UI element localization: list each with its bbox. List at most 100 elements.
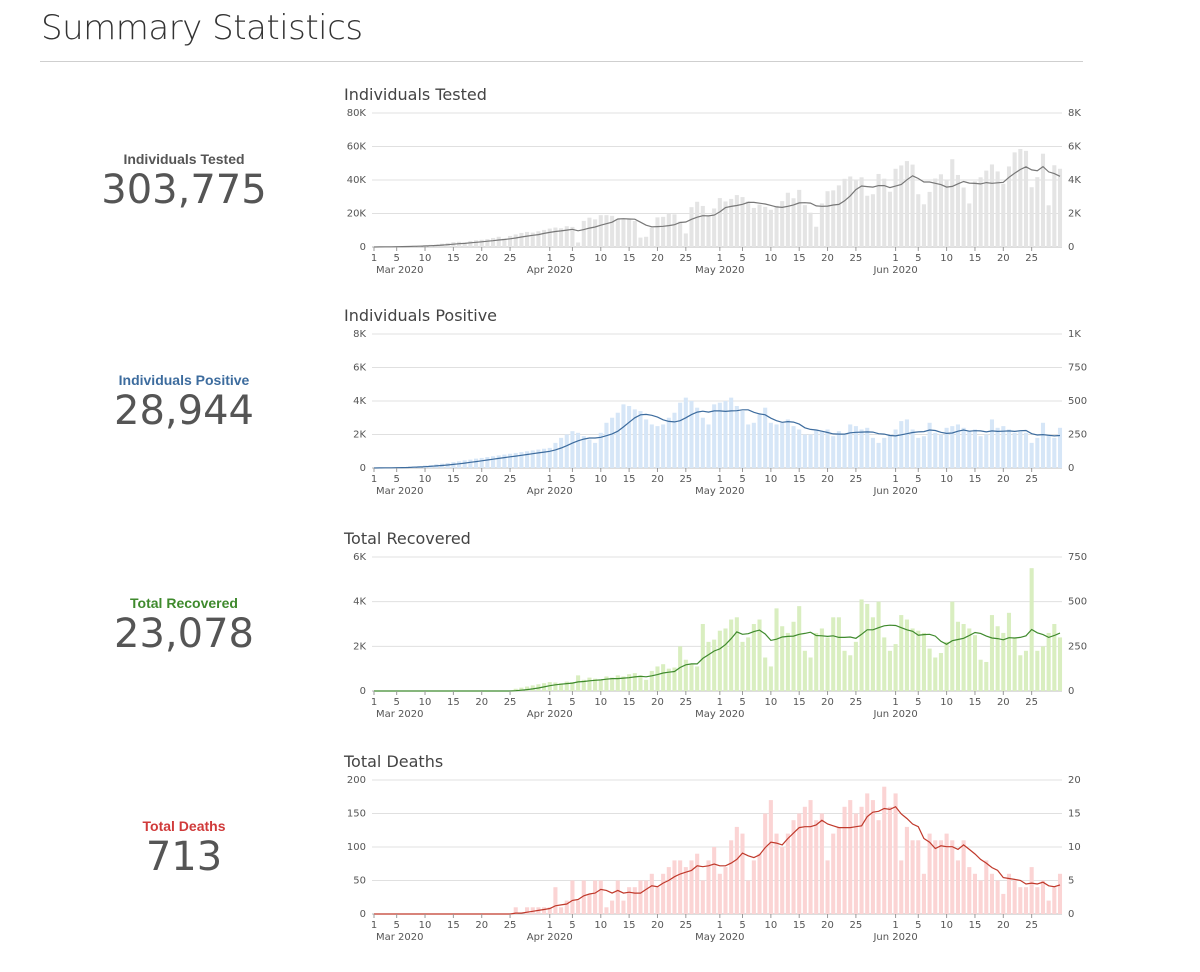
- bar: [582, 436, 586, 468]
- bar: [803, 651, 807, 691]
- x-tick-label: 15: [969, 253, 982, 264]
- bar: [1007, 613, 1011, 691]
- x-tick-label: 1: [371, 253, 377, 264]
- bar: [701, 881, 705, 915]
- bar: [1007, 874, 1011, 914]
- x-tick-label: 5: [739, 920, 745, 931]
- bar: [950, 159, 954, 247]
- bar: [1007, 429, 1011, 468]
- bar: [933, 840, 937, 914]
- bar: [740, 642, 744, 691]
- y-tick-right: 1K: [1068, 329, 1081, 340]
- x-tick-label: 10: [940, 920, 953, 931]
- y-tick-right: 750: [1068, 552, 1087, 563]
- x-tick-label: 10: [764, 474, 777, 485]
- x-tick-label: 20: [821, 253, 834, 264]
- x-tick-label: 1: [717, 920, 723, 931]
- bar: [735, 406, 739, 468]
- bar: [678, 403, 682, 468]
- bar: [809, 213, 813, 247]
- bar: [599, 680, 603, 691]
- bar: [627, 674, 631, 691]
- y-tick-right: 8K: [1068, 108, 1081, 119]
- bar: [1035, 177, 1039, 247]
- y-tick-right: 0: [1068, 686, 1074, 697]
- y-tick-right: 6K: [1068, 142, 1081, 153]
- y-tick-left: 20K: [347, 209, 367, 220]
- x-tick-label: 1: [892, 474, 898, 485]
- y-tick-left: 200: [347, 775, 366, 786]
- bar: [865, 428, 869, 468]
- y-tick-left: 0: [360, 686, 366, 697]
- bar: [769, 423, 773, 468]
- bar: [746, 881, 750, 915]
- x-tick-label: 10: [594, 474, 607, 485]
- x-tick-label: 15: [623, 253, 636, 264]
- bar: [1058, 169, 1062, 247]
- bar: [661, 424, 665, 468]
- y-tick-left: 6K: [353, 552, 366, 563]
- bar: [508, 454, 512, 468]
- bar: [593, 881, 597, 915]
- bar: [746, 201, 750, 247]
- bar: [553, 683, 557, 691]
- bar: [740, 834, 744, 914]
- x-tick-label: 5: [569, 253, 575, 264]
- bar: [519, 233, 523, 247]
- bar: [740, 411, 744, 468]
- bar: [848, 424, 852, 468]
- y-tick-right: 500: [1068, 396, 1087, 407]
- bar: [746, 424, 750, 468]
- bar: [706, 424, 710, 468]
- bar: [967, 431, 971, 468]
- bar: [837, 185, 841, 247]
- bar: [911, 628, 915, 691]
- x-tick-label: 1: [717, 697, 723, 708]
- x-tick-label: 25: [679, 253, 692, 264]
- stat-tested: Individuals Tested 303,775: [40, 151, 328, 213]
- bar: [933, 178, 937, 247]
- bar: [701, 206, 705, 247]
- x-tick-label: 15: [969, 474, 982, 485]
- bar: [559, 907, 563, 914]
- y-tick-left: 150: [347, 809, 366, 820]
- bar: [1058, 874, 1062, 914]
- chart-title: Individuals Tested: [344, 85, 487, 104]
- bar: [1001, 894, 1005, 914]
- bar: [667, 214, 671, 247]
- stat-positive-label: Individuals Positive: [40, 372, 328, 388]
- x-tick-label: 10: [764, 697, 777, 708]
- bar: [962, 428, 966, 468]
- bar: [735, 195, 739, 247]
- x-tick-label: 25: [504, 253, 517, 264]
- bar: [695, 666, 699, 691]
- bar: [848, 655, 852, 691]
- x-month-label: Mar 2020: [376, 709, 424, 720]
- bar: [922, 633, 926, 691]
- bar: [780, 847, 784, 914]
- bar: [791, 622, 795, 691]
- y-tick-right: 0: [1068, 242, 1074, 253]
- bar: [945, 642, 949, 691]
- bar: [826, 191, 830, 247]
- bar: [888, 651, 892, 691]
- bar: [882, 179, 886, 247]
- bar: [933, 658, 937, 692]
- x-tick-label: 20: [651, 920, 664, 931]
- bar: [945, 180, 949, 247]
- x-tick-label: 10: [764, 920, 777, 931]
- y-tick-left: 2K: [353, 430, 366, 441]
- bar: [843, 807, 847, 914]
- bar: [757, 205, 761, 247]
- bar: [672, 214, 676, 247]
- x-tick-label: 10: [419, 697, 432, 708]
- bar: [922, 204, 926, 247]
- bar: [599, 433, 603, 468]
- x-tick-label: 10: [419, 253, 432, 264]
- bar: [735, 617, 739, 691]
- x-tick-label: 5: [569, 474, 575, 485]
- y-tick-right: 20: [1068, 775, 1081, 786]
- x-tick-label: 10: [419, 474, 432, 485]
- x-tick-label: 25: [1025, 697, 1038, 708]
- bar: [752, 624, 756, 691]
